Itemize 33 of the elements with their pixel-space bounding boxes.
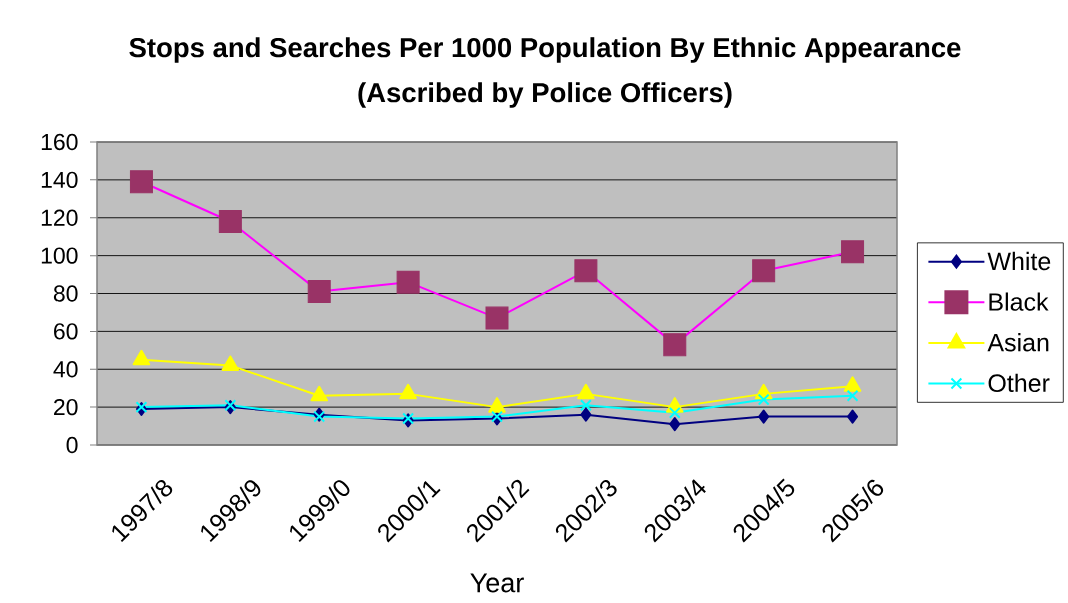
point (841, 240, 865, 264)
point (129, 170, 153, 194)
y-tick-label: 100 (41, 247, 78, 264)
point (307, 280, 331, 304)
point (574, 259, 598, 283)
legend-label: Other (988, 373, 1050, 393)
x-axis-title: Year (470, 573, 524, 593)
y-tick-label: 20 (54, 398, 78, 416)
y-tick-label: 80 (53, 285, 78, 302)
y-tick-label: 160 (41, 133, 78, 151)
point (218, 210, 242, 234)
point (669, 417, 681, 432)
legend-label: Black (989, 292, 1049, 311)
y-tick-label: 40 (53, 361, 78, 378)
point (579, 399, 592, 412)
chart-title: Stops and Searches Per 1000 Population By Ethnic Appearance (129, 37, 961, 63)
point (580, 407, 592, 422)
y-tick-label: 120 (41, 209, 78, 226)
point (485, 306, 509, 330)
chart-subtitle: (Ascribed by Police Officers) (358, 82, 732, 108)
point (757, 393, 770, 406)
point (846, 389, 859, 402)
y-tick-label: 60 (54, 323, 78, 340)
point (663, 333, 687, 357)
point (396, 270, 420, 294)
legend-label: Asian (987, 333, 1049, 352)
y-tick-label: 140 (41, 171, 78, 189)
y-tick-label: 0 (66, 436, 78, 454)
point (758, 409, 770, 424)
point (668, 406, 681, 419)
point (752, 259, 776, 283)
legend-label: White (987, 251, 1051, 271)
point (847, 409, 859, 424)
